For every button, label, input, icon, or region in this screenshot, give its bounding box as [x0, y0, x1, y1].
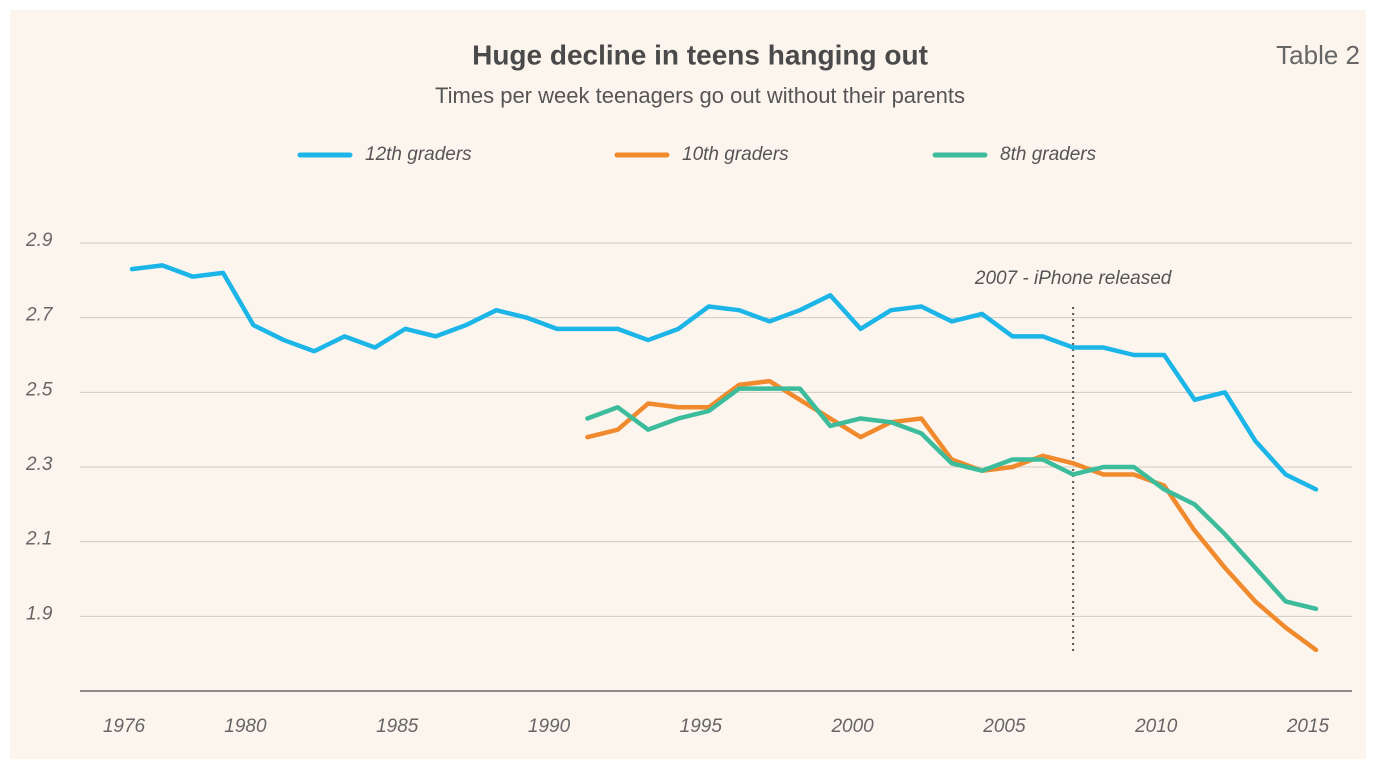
chart-background: [10, 10, 1366, 759]
legend-label: 10th graders: [682, 144, 789, 165]
chart-title: Huge decline in teens hanging out: [472, 39, 928, 70]
x-tick-label: 2015: [1286, 716, 1330, 737]
legend-label: 12th graders: [365, 144, 472, 165]
x-tick-label: 2005: [982, 716, 1026, 737]
y-tick-label: 2.9: [25, 230, 53, 251]
x-tick-label: 1995: [680, 716, 723, 737]
x-tick-label: 1980: [224, 716, 267, 737]
chart-subtitle: Times per week teenagers go out without …: [435, 83, 965, 108]
legend-label: 8th graders: [1000, 144, 1097, 165]
y-tick-label: 1.9: [26, 603, 53, 624]
table-label: Table 2: [1276, 40, 1360, 70]
y-tick-label: 2.7: [25, 305, 54, 326]
y-tick-label: 2.3: [25, 454, 53, 475]
x-tick-label: 1990: [528, 716, 571, 737]
annotation-text: 2007 - iPhone released: [974, 268, 1173, 289]
y-tick-label: 2.5: [25, 379, 53, 400]
series-line: [129, 263, 1319, 492]
x-tick-label: 2010: [1134, 716, 1178, 737]
x-tick-label: 2000: [830, 716, 874, 737]
x-tick-label: 1985: [376, 716, 419, 737]
x-tick-label: 1976: [103, 716, 146, 737]
y-tick-label: 2.1: [25, 529, 52, 550]
series-line: [585, 386, 1319, 612]
series-line: [585, 378, 1319, 653]
